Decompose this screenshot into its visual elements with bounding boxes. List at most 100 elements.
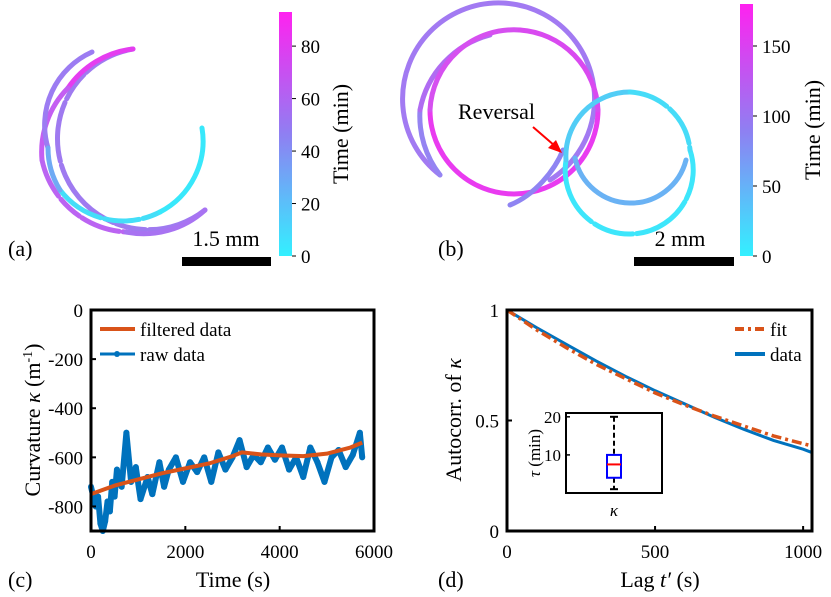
scale-bar-a bbox=[182, 257, 271, 266]
colorbar-a-label: Time (min) bbox=[328, 84, 353, 184]
reversal-arrow bbox=[532, 126, 556, 147]
colorbar-a-tick-label-1: 20 bbox=[301, 195, 320, 216]
colorbar-b-ticks: 0 50 100 150 bbox=[753, 37, 791, 268]
colorbar-b-tick-label-2: 100 bbox=[762, 107, 791, 128]
chart-c-ylabel: Curvature κ (m-1) bbox=[20, 344, 45, 497]
raw-data-point bbox=[359, 454, 366, 461]
fit-line bbox=[506, 308, 813, 448]
colorbar-b bbox=[740, 4, 753, 256]
chart-d-xlabel-main: Lag bbox=[620, 567, 654, 592]
panel-a-label: (a) bbox=[8, 236, 32, 261]
raw-data-point bbox=[201, 454, 208, 461]
raw-data-point bbox=[194, 469, 201, 476]
scale-bar-b-label: 2 mm bbox=[655, 226, 706, 251]
raw-data-point bbox=[106, 508, 113, 515]
raw-data-point bbox=[279, 444, 286, 451]
raw-data-point bbox=[149, 491, 156, 498]
inset-boxplot: 10 20 τ (min) κ bbox=[525, 408, 663, 520]
data-line bbox=[506, 308, 813, 454]
inset-ylabel: τ (min) bbox=[525, 429, 544, 477]
chart-d-ytick-label-0: 0 bbox=[490, 522, 500, 543]
raw-data-point bbox=[328, 454, 335, 461]
panel-b: Reversal 2 mm (b) 0 50 100 150 Time (min) bbox=[400, 0, 825, 268]
raw-data-point bbox=[104, 498, 111, 505]
chart-d-ylabel-main: Autocorr. of bbox=[441, 374, 466, 482]
trajectory-a bbox=[39, 46, 208, 237]
chart-c-panel-label: (c) bbox=[8, 567, 32, 592]
raw-data-point bbox=[257, 459, 264, 466]
raw-data-point bbox=[243, 464, 250, 471]
raw-data-point bbox=[342, 464, 349, 471]
chart-d-ytick-label-1: 0.5 bbox=[475, 412, 499, 433]
raw-data-point bbox=[113, 466, 120, 473]
raw-data-point bbox=[264, 444, 271, 451]
chart-d-xtick-label-1: 500 bbox=[641, 542, 670, 563]
inset-box bbox=[606, 453, 622, 479]
chart-c-xtick-label-2: 4000 bbox=[261, 542, 299, 563]
scale-bar-a-label: 1.5 mm bbox=[192, 226, 259, 251]
chart-c-ylabel-unit: (m bbox=[20, 363, 45, 387]
chart-c-ytick-label-3: -600 bbox=[48, 448, 83, 469]
chart-d-panel-label: (d) bbox=[438, 567, 464, 592]
reversal-annotation: Reversal bbox=[458, 99, 535, 124]
chart-d-xtick-label-2: 1000 bbox=[784, 542, 822, 563]
chart-c-legend: filtered data raw data bbox=[100, 320, 232, 366]
raw-data-point bbox=[161, 483, 168, 490]
colorbar-a-tick-label-4: 80 bbox=[301, 37, 320, 58]
raw-data-point bbox=[314, 459, 321, 466]
chart-d-ylabel: Autocorr. of κ bbox=[441, 358, 466, 482]
chart-d-legend: fit data bbox=[735, 320, 802, 366]
legend-data-label: data bbox=[770, 345, 802, 366]
colorbar-b-label: Time (min) bbox=[800, 80, 825, 180]
legend-filtered-label: filtered data bbox=[140, 320, 232, 341]
inset-ytick-label-1: 20 bbox=[544, 408, 561, 427]
raw-data-point bbox=[271, 456, 278, 463]
inset-marks: 10 20 bbox=[544, 408, 622, 491]
chart-d-xlabel-symbol: t′ bbox=[660, 567, 672, 592]
raw-data-point bbox=[109, 478, 116, 485]
legend-raw-marker bbox=[114, 351, 120, 357]
reversal-arrowhead bbox=[548, 140, 562, 153]
trajectory-b bbox=[400, 0, 696, 237]
raw-data-point bbox=[156, 459, 163, 466]
colorbar-a-tick-label-0: 0 bbox=[301, 247, 311, 268]
raw-data-point bbox=[111, 493, 118, 500]
raw-data-point bbox=[179, 478, 186, 485]
chart-c-marks bbox=[88, 429, 366, 534]
chart-c-ytick-label-0: 0 bbox=[74, 301, 84, 322]
chart-c-xtick-label-1: 2000 bbox=[166, 542, 204, 563]
inset-ylabel-symbol: τ bbox=[525, 470, 544, 477]
colorbar-a-tick-label-3: 60 bbox=[301, 90, 320, 111]
raw-data-point bbox=[236, 437, 243, 444]
raw-data-point bbox=[300, 473, 307, 480]
chart-c-ylabel-main: Curvature bbox=[20, 409, 45, 497]
filtered-data-line bbox=[90, 440, 363, 497]
raw-data-point bbox=[187, 459, 194, 466]
colorbar-b-tick-label-1: 50 bbox=[762, 177, 781, 198]
chart-d-ticks: 0 500 1000 0 0.5 1 bbox=[475, 301, 822, 563]
chart-d-ylabel-symbol: κ bbox=[441, 358, 466, 369]
chart-c-ylabel-close: ) bbox=[20, 344, 45, 351]
raw-data-point bbox=[349, 451, 356, 458]
raw-data-point bbox=[321, 478, 328, 485]
chart-c-ylabel-symbol: κ bbox=[20, 392, 45, 403]
colorbar-b-tick-label-0: 0 bbox=[762, 247, 772, 268]
chart-d-xtick-label-0: 0 bbox=[502, 542, 512, 563]
raw-data-point bbox=[97, 520, 104, 527]
legend-raw-label: raw data bbox=[140, 345, 205, 366]
chart-c-xlabel: Time (s) bbox=[196, 567, 270, 592]
chart-d-ytick-label-2: 1 bbox=[490, 301, 500, 322]
colorbar-b-tick-label-3: 150 bbox=[762, 37, 791, 58]
colorbar-a-tick-label-2: 40 bbox=[301, 142, 320, 163]
chart-c-ytick-label-4: -800 bbox=[48, 497, 83, 518]
inset-ytick-label-0: 10 bbox=[544, 446, 561, 465]
raw-data-point bbox=[123, 429, 130, 436]
colorbar-a bbox=[279, 12, 292, 256]
panel-a: 1.5 mm (a) 0 20 40 60 80 Time (min) bbox=[8, 12, 353, 268]
raw-data-point bbox=[215, 449, 222, 456]
raw-data-point bbox=[208, 478, 215, 485]
raw-data-point bbox=[172, 454, 179, 461]
raw-data-point bbox=[132, 464, 139, 471]
raw-data-point bbox=[286, 466, 293, 473]
